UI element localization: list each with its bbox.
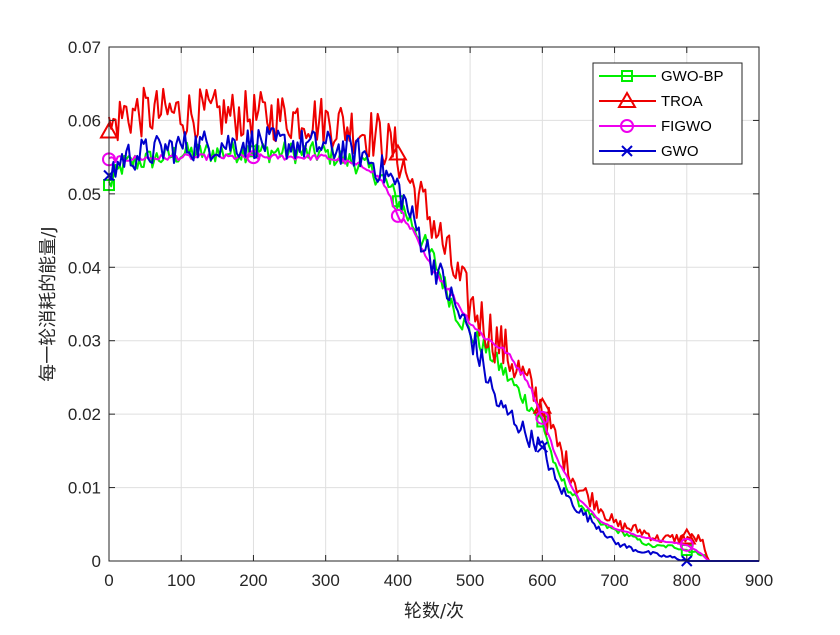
- series-marker-troa-3: [677, 527, 697, 545]
- x-tick-label-5: 500: [456, 571, 484, 590]
- y-tick-label-5: 0.05: [68, 185, 101, 204]
- y-tick-label-6: 0.06: [68, 111, 101, 130]
- y-tick-label-4: 0.04: [68, 258, 101, 277]
- y-tick-label-1: 0.01: [68, 479, 101, 498]
- legend-marker-figwo: [620, 119, 634, 133]
- series-line-gwo: [108, 126, 759, 562]
- legend-label-gwo: GWO: [661, 143, 699, 160]
- series-marker-gwo-1: [536, 441, 549, 453]
- x-tick-label-0: 0: [104, 571, 113, 590]
- legend-label-gwo-bp: GWO-BP: [661, 68, 724, 85]
- series-marker-figwo-2: [390, 208, 405, 223]
- x-tick-label-8: 800: [673, 571, 701, 590]
- x-tick-label-1: 100: [167, 571, 195, 590]
- y-tick-label-0: 0: [92, 552, 101, 571]
- legend-marker-gwo-bp: [621, 70, 633, 82]
- series-line-gwo-bp: [108, 141, 759, 562]
- x-axis-title: 轮数/次: [404, 601, 464, 622]
- x-tick-label-2: 200: [239, 571, 267, 590]
- legend-label-troa: TROA: [661, 93, 703, 110]
- y-tick-label-2: 0.02: [68, 405, 101, 424]
- x-tick-label-3: 300: [311, 571, 339, 590]
- series-marker-figwo-4: [679, 537, 694, 552]
- series-marker-figwo-3: [535, 410, 550, 425]
- y-axis-title: 每一轮消耗的能量/J: [38, 226, 59, 381]
- x-tick-label-7: 700: [600, 571, 628, 590]
- x-tick-label-9: 900: [745, 571, 773, 590]
- x-tick-label-4: 400: [384, 571, 412, 590]
- tick-labels: 0 100 200 300 400 500 600 700 800 900 0 0.01 0.02 0.0…: [68, 38, 773, 590]
- legend-box: [592, 62, 743, 165]
- plot-area-border: [108, 46, 760, 562]
- y-tick-label-7: 0.07: [68, 38, 101, 57]
- series-line-troa: [108, 86, 759, 562]
- legend-marker-gwo: [621, 145, 633, 157]
- legend: GWO-BP TROA FIGWO GWO: [592, 62, 743, 165]
- x-tick-label-6: 600: [528, 571, 556, 590]
- series-marker-troa-1: [388, 143, 408, 161]
- legend-label-figwo: FIGWO: [661, 118, 712, 135]
- legend-marker-troa: [617, 90, 637, 108]
- y-tick-label-3: 0.03: [68, 332, 101, 351]
- axes-frame: [108, 46, 760, 562]
